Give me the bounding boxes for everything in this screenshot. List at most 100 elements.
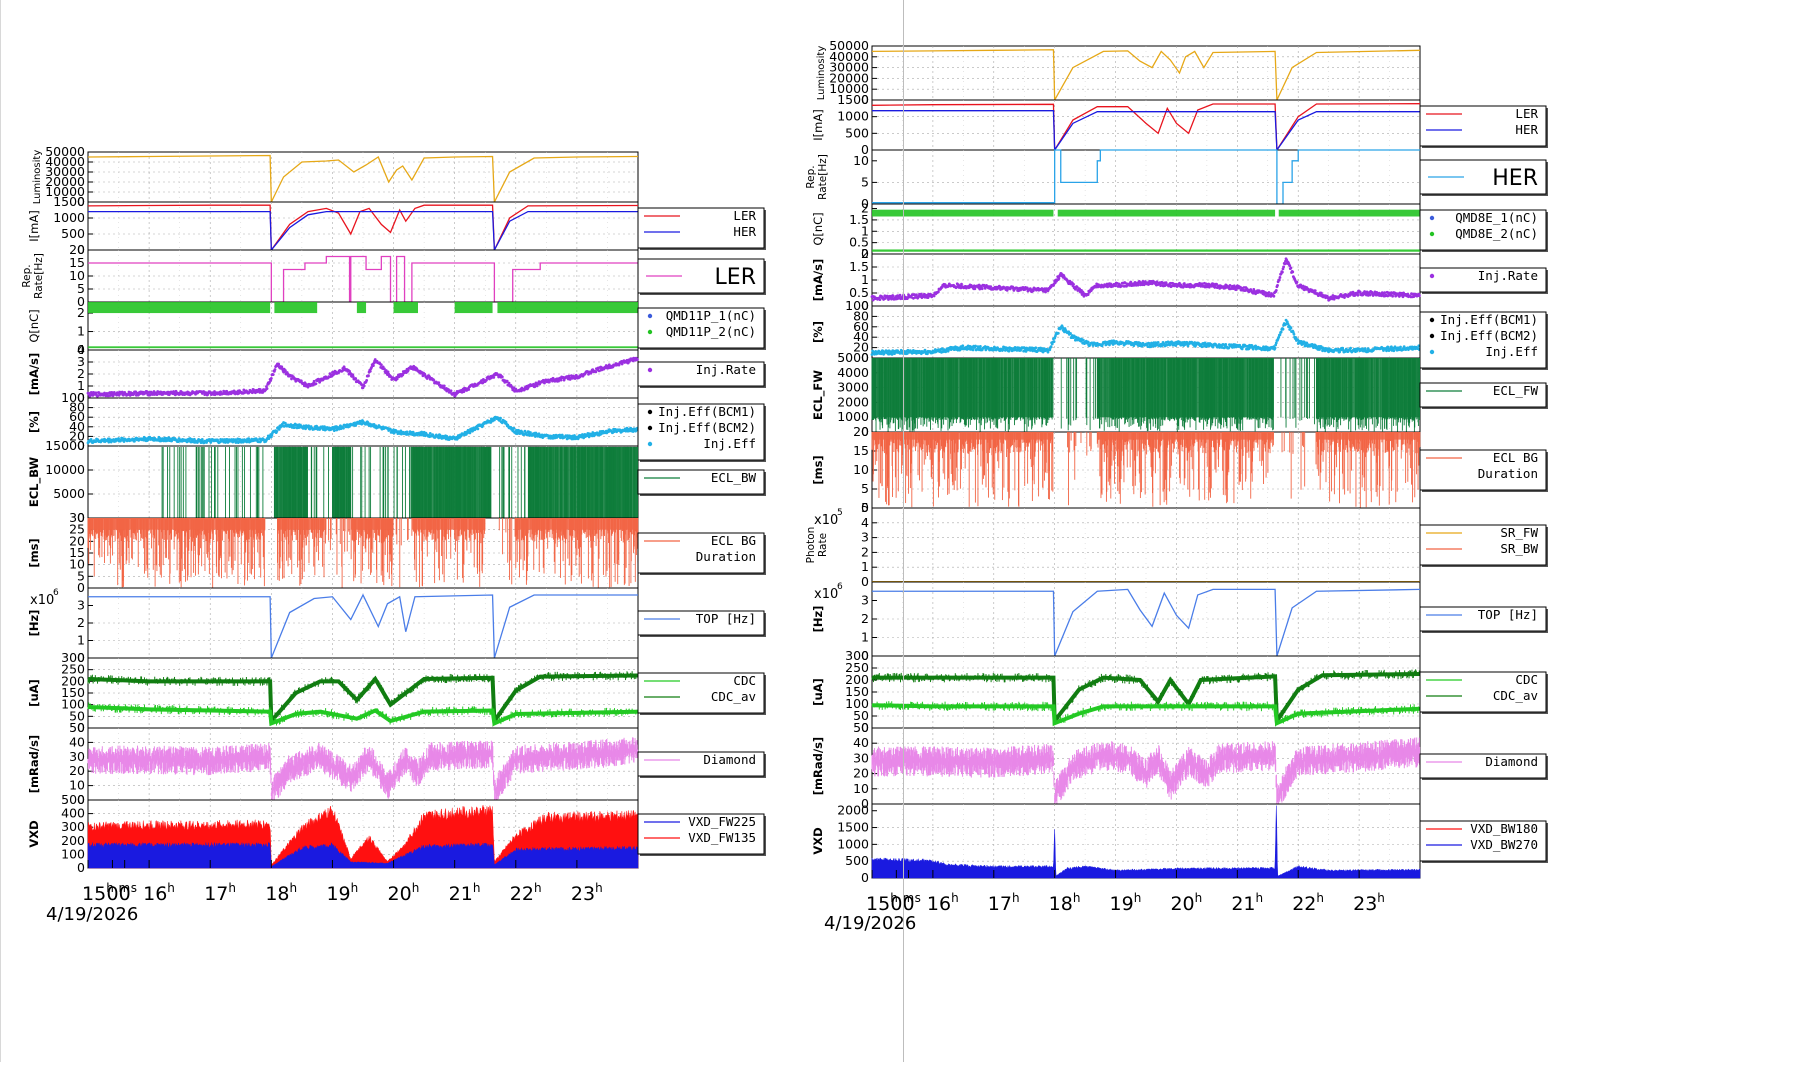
legend-label: CDC: [733, 673, 756, 688]
legend-marker: [648, 410, 652, 414]
legend-label: Inj.Rate: [696, 362, 756, 377]
y-axis-multiplier-exp: 6: [53, 588, 59, 598]
series-point: [342, 427, 345, 430]
series-point: [274, 368, 277, 371]
series-point: [313, 380, 316, 383]
y-tick-label: 2: [77, 615, 85, 630]
y-tick-label: 1: [77, 324, 85, 339]
legend-marker: [648, 314, 652, 318]
y-axis-label: Q[nC]: [27, 309, 41, 342]
series-point: [492, 376, 495, 379]
legend-label: Inj.Eff(BCM2): [658, 420, 756, 435]
legend-label: ECL_BW: [711, 470, 757, 485]
series-point: [450, 389, 453, 392]
series-point: [467, 388, 470, 391]
legend-label: LER: [715, 265, 756, 290]
legend-label: CDC_av: [711, 689, 756, 704]
series-point: [272, 373, 275, 376]
series-point: [275, 430, 278, 433]
series-band: [277, 518, 326, 530]
y-axis-label: [Hz]: [27, 610, 41, 637]
legend-marker: [648, 426, 652, 430]
series-point: [367, 374, 370, 377]
series-point: [354, 377, 357, 380]
y-tick-label: 1500: [53, 194, 85, 209]
legend-label: ECL BG: [711, 533, 756, 548]
series-point: [365, 379, 368, 382]
legend-marker: [648, 368, 652, 372]
legend-label: QMD11P_2(nC): [666, 324, 756, 339]
y-axis-label: [ms]: [27, 538, 41, 567]
series-band: [274, 447, 308, 518]
series-band: [394, 302, 418, 313]
y-tick-label: 2: [77, 305, 85, 320]
series-point: [333, 429, 336, 432]
legend-label: Inj.Eff(BCM1): [658, 404, 756, 419]
series-point: [636, 358, 639, 361]
series-point: [201, 438, 204, 441]
series-point: [443, 384, 446, 387]
series-point: [501, 376, 504, 379]
legend-marker: [648, 442, 652, 446]
series-point: [508, 382, 511, 385]
panel-divider: [903, 0, 904, 1062]
series-band: [455, 302, 493, 313]
legend-label: LER: [733, 208, 756, 223]
series-point: [594, 370, 597, 373]
y-tick-label: 0: [77, 580, 85, 595]
y-axis-label: I[mA]: [27, 210, 41, 241]
series-band: [412, 518, 485, 530]
y-axis-label: ECL_BW: [27, 457, 42, 508]
y-tick-label: 15000: [45, 438, 85, 453]
page-edge: [0, 0, 1, 1062]
series-point: [380, 363, 383, 366]
y-tick-label: 500: [61, 226, 85, 241]
y-axis-label: [%]: [27, 411, 41, 433]
series-point: [277, 363, 280, 366]
y-tick-label: 3: [77, 598, 85, 613]
series-band: [351, 518, 394, 530]
series-point: [95, 391, 98, 394]
legend-marker: [648, 330, 652, 334]
y-tick-label: 1000: [53, 210, 85, 225]
legend-label: TOP [Hz]: [696, 611, 756, 626]
series-point: [513, 427, 516, 430]
series-point: [315, 382, 318, 385]
series-point: [270, 377, 273, 380]
y-tick-label: 5000: [53, 486, 85, 501]
series-point: [369, 370, 372, 373]
series-point: [529, 431, 532, 434]
series-band: [497, 302, 638, 313]
series-point: [307, 424, 310, 427]
series-point: [156, 393, 159, 396]
y-axis-multiplier: x10: [30, 593, 54, 608]
series-band: [357, 302, 366, 313]
y-axis-label: Rate[Hz]: [33, 253, 45, 299]
y-axis-label: Luminosity: [32, 150, 43, 205]
y-axis-label: Rep.: [21, 264, 33, 287]
series-point: [437, 381, 440, 384]
series-point: [209, 441, 212, 444]
series-point: [476, 427, 479, 430]
y-tick-label: 10000: [45, 462, 85, 477]
series-point: [363, 385, 366, 388]
series-point: [372, 364, 375, 367]
y-axis-label: [uA]: [27, 679, 41, 707]
series-band: [516, 518, 638, 530]
series-band: [88, 346, 638, 348]
legend-label: Inj.Eff: [703, 436, 756, 451]
legend-label: Duration: [696, 549, 756, 564]
legend-label: HER: [733, 224, 756, 239]
series-point: [266, 387, 269, 390]
series-point: [499, 417, 502, 420]
